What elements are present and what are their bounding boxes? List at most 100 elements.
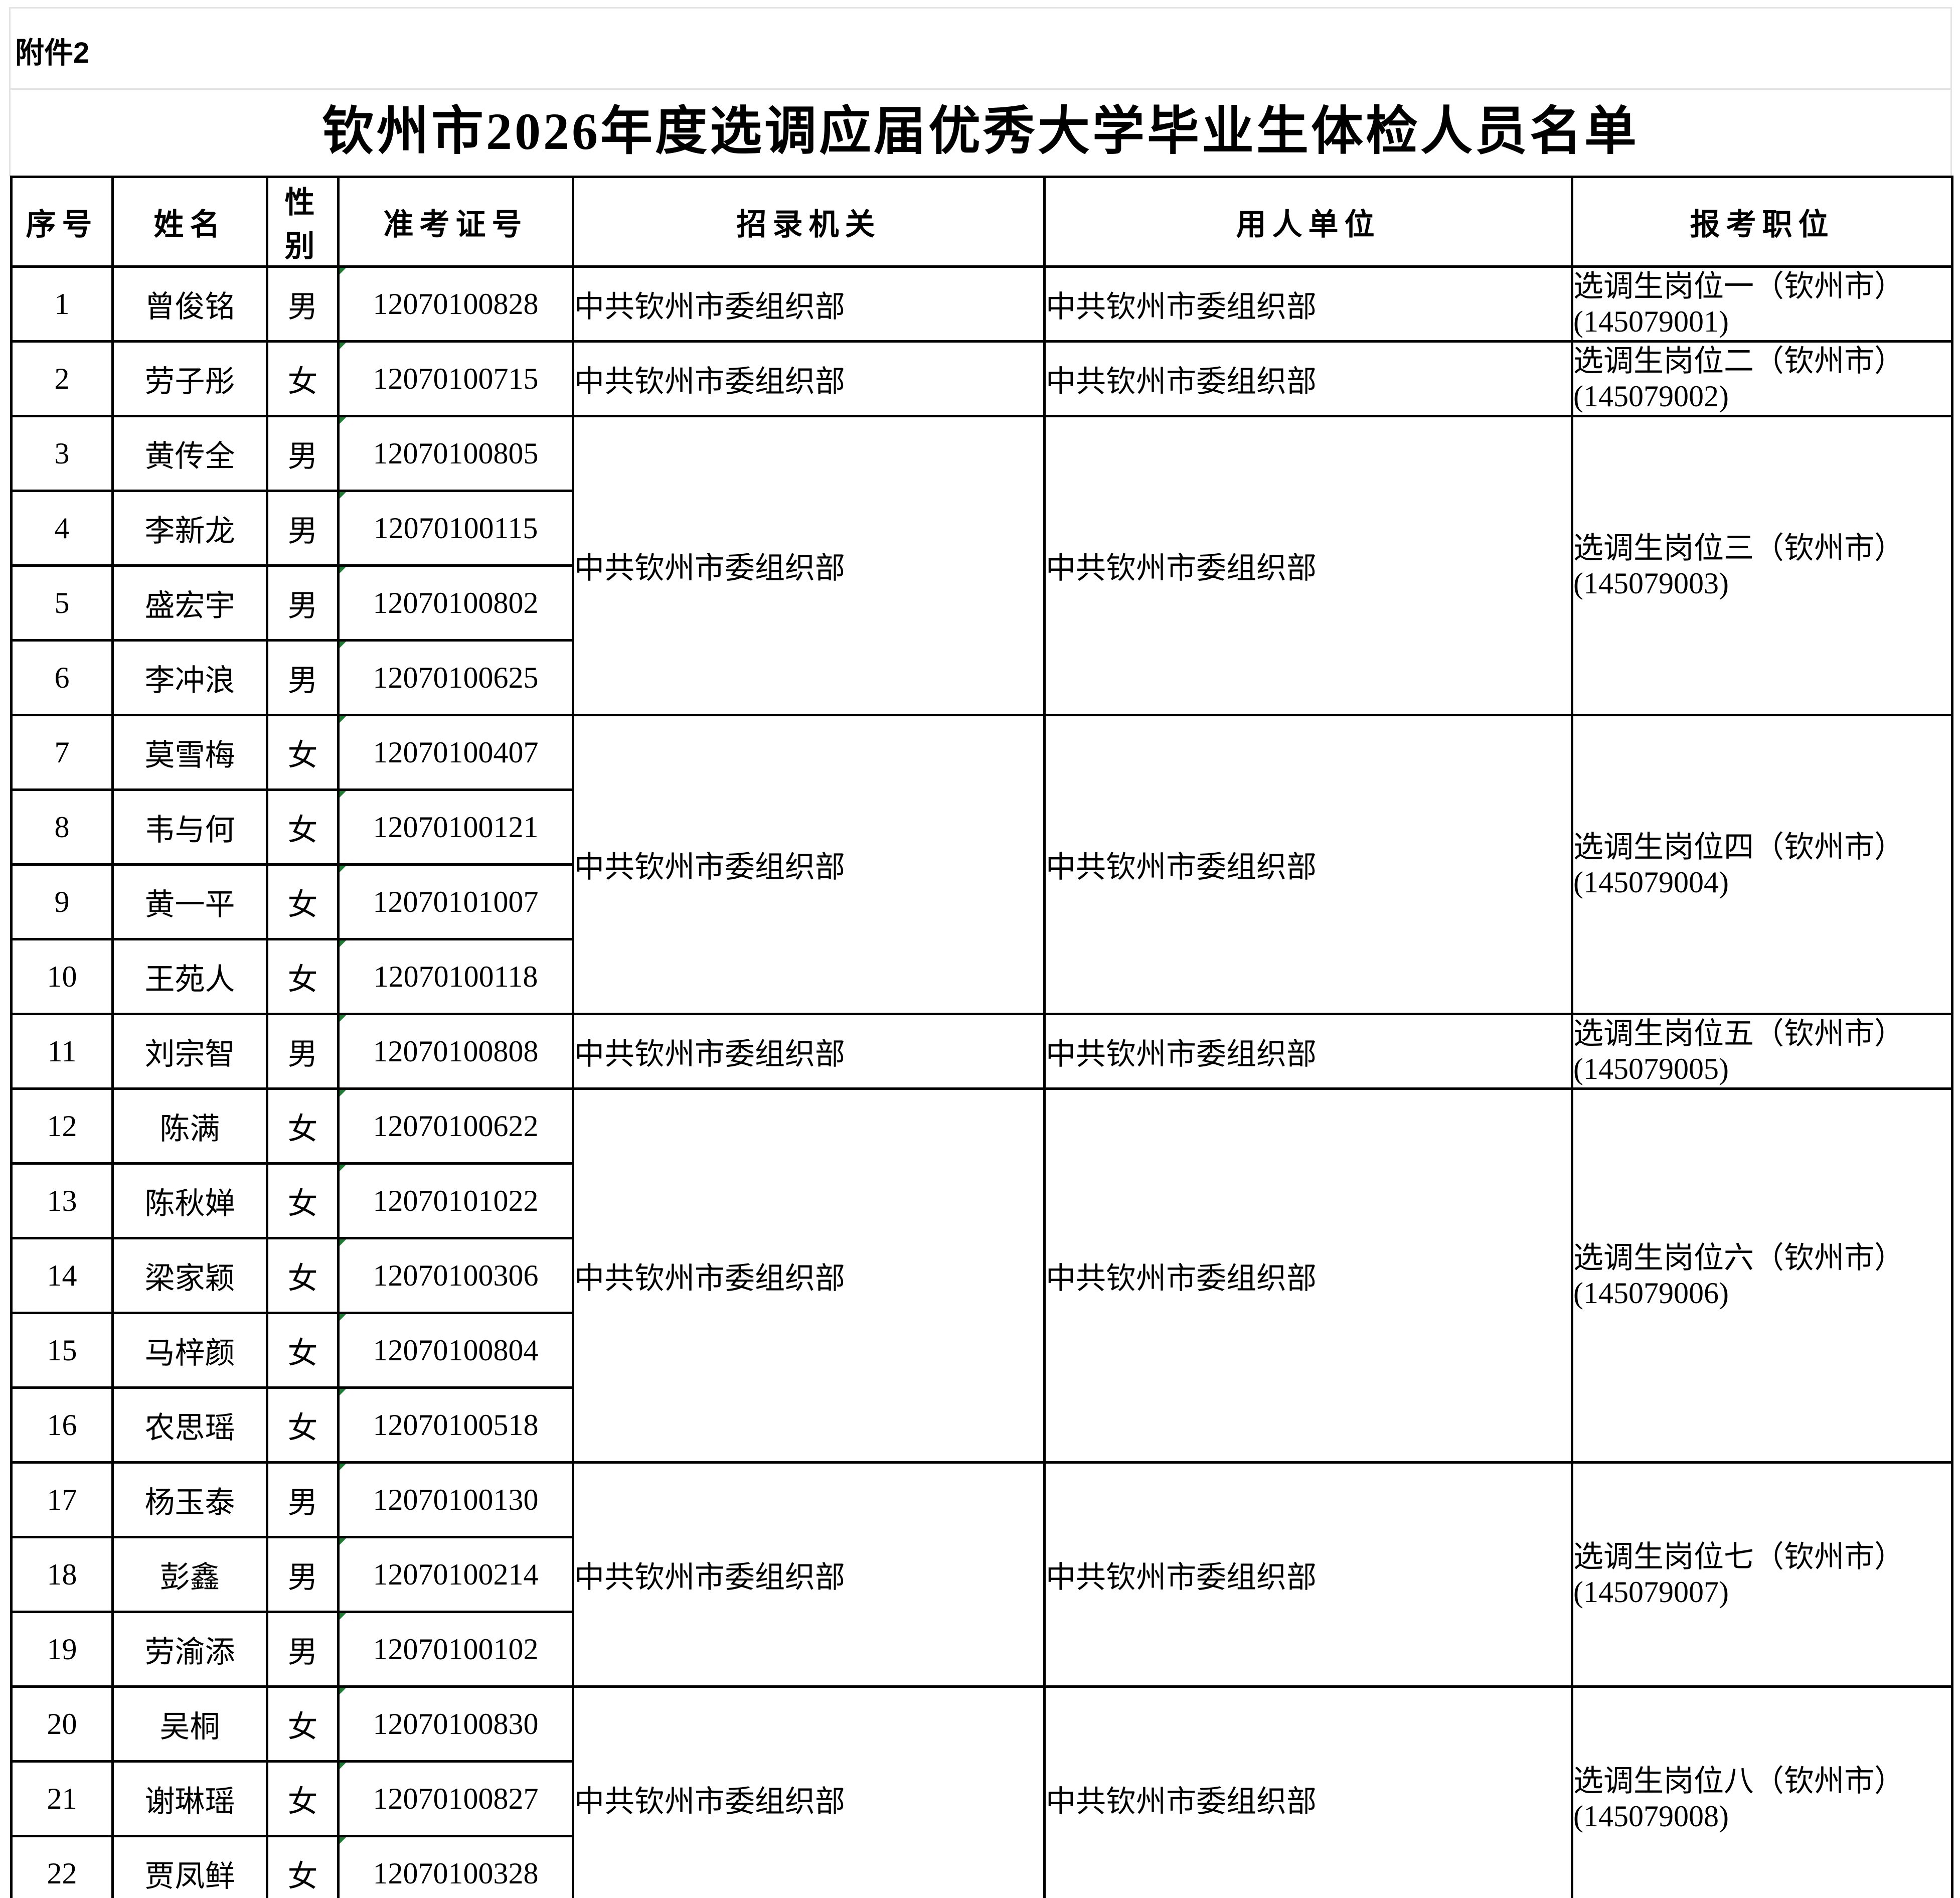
position-label: 选调生岗位四（钦州市）: [1573, 830, 1905, 864]
cell-seq: 22: [10, 1835, 114, 1898]
cell-gender: 女: [266, 1685, 340, 1763]
sheet-gridline-right: [1950, 7, 1952, 177]
table-row: 3 黄传全男 12070100805 中共钦州市委组织部 中共钦州市委组织部 选调生岗位三…: [10, 415, 1953, 716]
excel-flag-triangle-icon: [341, 1166, 346, 1171]
cell-position: 选调生岗位八（钦州市） (145079008): [1571, 1685, 1953, 1898]
cell-name: 谢琳瑶: [111, 1760, 268, 1837]
position-code: (145079005): [1573, 1052, 1729, 1085]
ticket-number: 12070100407: [373, 735, 539, 769]
cell-name: 盛宏宇: [111, 564, 268, 642]
table-row: 21 谢琳瑶女 12070100827: [10, 1760, 1952, 1837]
table-row: 19 劳渝添男 12070100102: [10, 1611, 1952, 1688]
table-row: 14 梁家颖女 12070100306: [10, 1237, 1952, 1314]
ticket-number: 12070101007: [373, 885, 539, 918]
table-header: 序号 姓名 性别 准考证号 招录机关 用人单位 报考职位: [10, 176, 1953, 268]
cell-ticket: 12070100306: [337, 1237, 574, 1314]
cell-position: 选调生岗位四（钦州市） (145079004): [1571, 714, 1953, 1015]
cell-name: 劳渝添: [111, 1611, 268, 1688]
table-row: 10 王苑人女 12070100118: [10, 938, 1952, 1015]
cell-gender: 女: [266, 938, 340, 1015]
cell-seq: 19: [10, 1611, 114, 1688]
cell-seq: 13: [10, 1162, 114, 1239]
cell-ticket: 12070100715: [337, 340, 574, 417]
position-code: (145079002): [1573, 380, 1729, 413]
cell-agency: 中共钦州市委组织部: [572, 1461, 1046, 1688]
cell-seq: 16: [10, 1386, 114, 1464]
roster-table: 序号 姓名 性别 准考证号 招录机关 用人单位 报考职位 1 曾俊铭男 120701…: [10, 176, 1953, 1898]
cell-gender: 女: [266, 1087, 340, 1165]
cell-seq: 21: [10, 1760, 114, 1837]
cell-seq: 12: [10, 1087, 114, 1165]
cell-name: 曾俊铭: [111, 265, 268, 343]
cell-gender: 男: [266, 639, 340, 716]
cell-ticket: 12070100407: [337, 714, 574, 791]
cell-ticket: 12070100328: [337, 1835, 574, 1898]
cell-seq: 6: [10, 639, 114, 716]
cell-ticket: 12070100102: [337, 1611, 574, 1688]
cell-seq: 3: [10, 415, 114, 492]
sheet-gridline-under-attachment-row: [9, 88, 1952, 90]
cell-ticket: 12070100828: [337, 265, 574, 343]
cell-seq: 4: [10, 490, 114, 567]
cell-employer: 中共钦州市委组织部: [1043, 415, 1573, 716]
position-code: (145079003): [1573, 566, 1729, 600]
cell-employer: 中共钦州市委组织部: [1043, 1461, 1573, 1688]
excel-flag-triangle-icon: [341, 1390, 346, 1395]
cell-employer: 中共钦州市委组织部: [1043, 1013, 1573, 1090]
cell-seq: 17: [10, 1461, 114, 1538]
table-row: 22 贾凤鲜女 12070100328: [10, 1835, 1952, 1898]
position-code: (145079004): [1573, 865, 1729, 899]
cell-gender: 男: [266, 415, 340, 492]
ticket-number: 12070100830: [373, 1707, 539, 1741]
table-row: 7 莫雪梅女 12070100407 中共钦州市委组织部 中共钦州市委组织部 选调生岗位四…: [10, 714, 1953, 1015]
position-label: 选调生岗位二（钦州市）: [1573, 345, 1905, 378]
cell-name: 彭鑫: [111, 1536, 268, 1613]
excel-flag-triangle-icon: [341, 1764, 346, 1769]
cell-name: 王苑人: [111, 938, 268, 1015]
cell-seq: 2: [10, 340, 114, 417]
cell-name: 马梓颜: [111, 1312, 268, 1389]
table-row: 6 李冲浪男 12070100625: [10, 639, 1952, 716]
position-label: 选调生岗位六（钦州市）: [1573, 1241, 1905, 1275]
cell-employer: 中共钦州市委组织部: [1043, 265, 1573, 343]
cell-ticket: 12070100130: [337, 1461, 574, 1538]
cell-seq: 10: [10, 938, 114, 1015]
position-label: 选调生岗位一（钦州市）: [1573, 270, 1905, 303]
cell-seq: 18: [10, 1536, 114, 1613]
excel-flag-triangle-icon: [341, 643, 346, 648]
position-code: (145079008): [1573, 1800, 1729, 1833]
cell-position: 选调生岗位一（钦州市） (145079001): [1571, 265, 1953, 343]
position-label: 选调生岗位七（钦州市）: [1573, 1540, 1905, 1573]
cell-ticket: 12070101007: [337, 863, 574, 940]
cell-name: 贾凤鲜: [111, 1835, 268, 1898]
table-row: 11 刘宗智男 12070100808 中共钦州市委组织部 中共钦州市委组织部 选调生岗位…: [10, 1013, 1953, 1090]
cell-name: 李冲浪: [111, 639, 268, 716]
cell-ticket: 12070100804: [337, 1312, 574, 1389]
excel-flag-triangle-icon: [341, 1315, 346, 1321]
cell-name: 韦与何: [111, 788, 268, 866]
ticket-number: 12070100715: [373, 362, 539, 395]
header-ticket: 准考证号: [337, 176, 574, 268]
cell-gender: 女: [266, 863, 340, 940]
cell-name: 陈满: [111, 1087, 268, 1165]
header-name: 姓名: [111, 176, 268, 268]
cell-gender: 男: [266, 564, 340, 642]
page-title: 钦州市2026年度选调应届优秀大学毕业生体检人员名单: [321, 103, 1639, 161]
excel-flag-triangle-icon: [341, 1614, 346, 1620]
excel-flag-triangle-icon: [341, 867, 346, 872]
table-row: 12 陈满女 12070100622 中共钦州市委组织部 中共钦州市委组织部 选调生岗位六…: [10, 1087, 1953, 1464]
cell-agency: 中共钦州市委组织部: [572, 714, 1046, 1015]
cell-employer: 中共钦州市委组织部: [1043, 1087, 1573, 1464]
position-code: (145079001): [1573, 305, 1729, 338]
cell-gender: 女: [266, 1760, 340, 1837]
cell-gender: 女: [266, 1162, 340, 1239]
excel-flag-triangle-icon: [341, 1838, 346, 1844]
excel-flag-triangle-icon: [341, 344, 346, 349]
cell-ticket: 12070100808: [337, 1013, 574, 1090]
cell-gender: 男: [266, 1611, 340, 1688]
cell-name: 劳子彤: [111, 340, 268, 417]
header-seq: 序号: [10, 176, 114, 268]
table-row: 4 李新龙男 12070100115: [10, 490, 1952, 567]
cell-seq: 20: [10, 1685, 114, 1763]
cell-seq: 8: [10, 788, 114, 866]
